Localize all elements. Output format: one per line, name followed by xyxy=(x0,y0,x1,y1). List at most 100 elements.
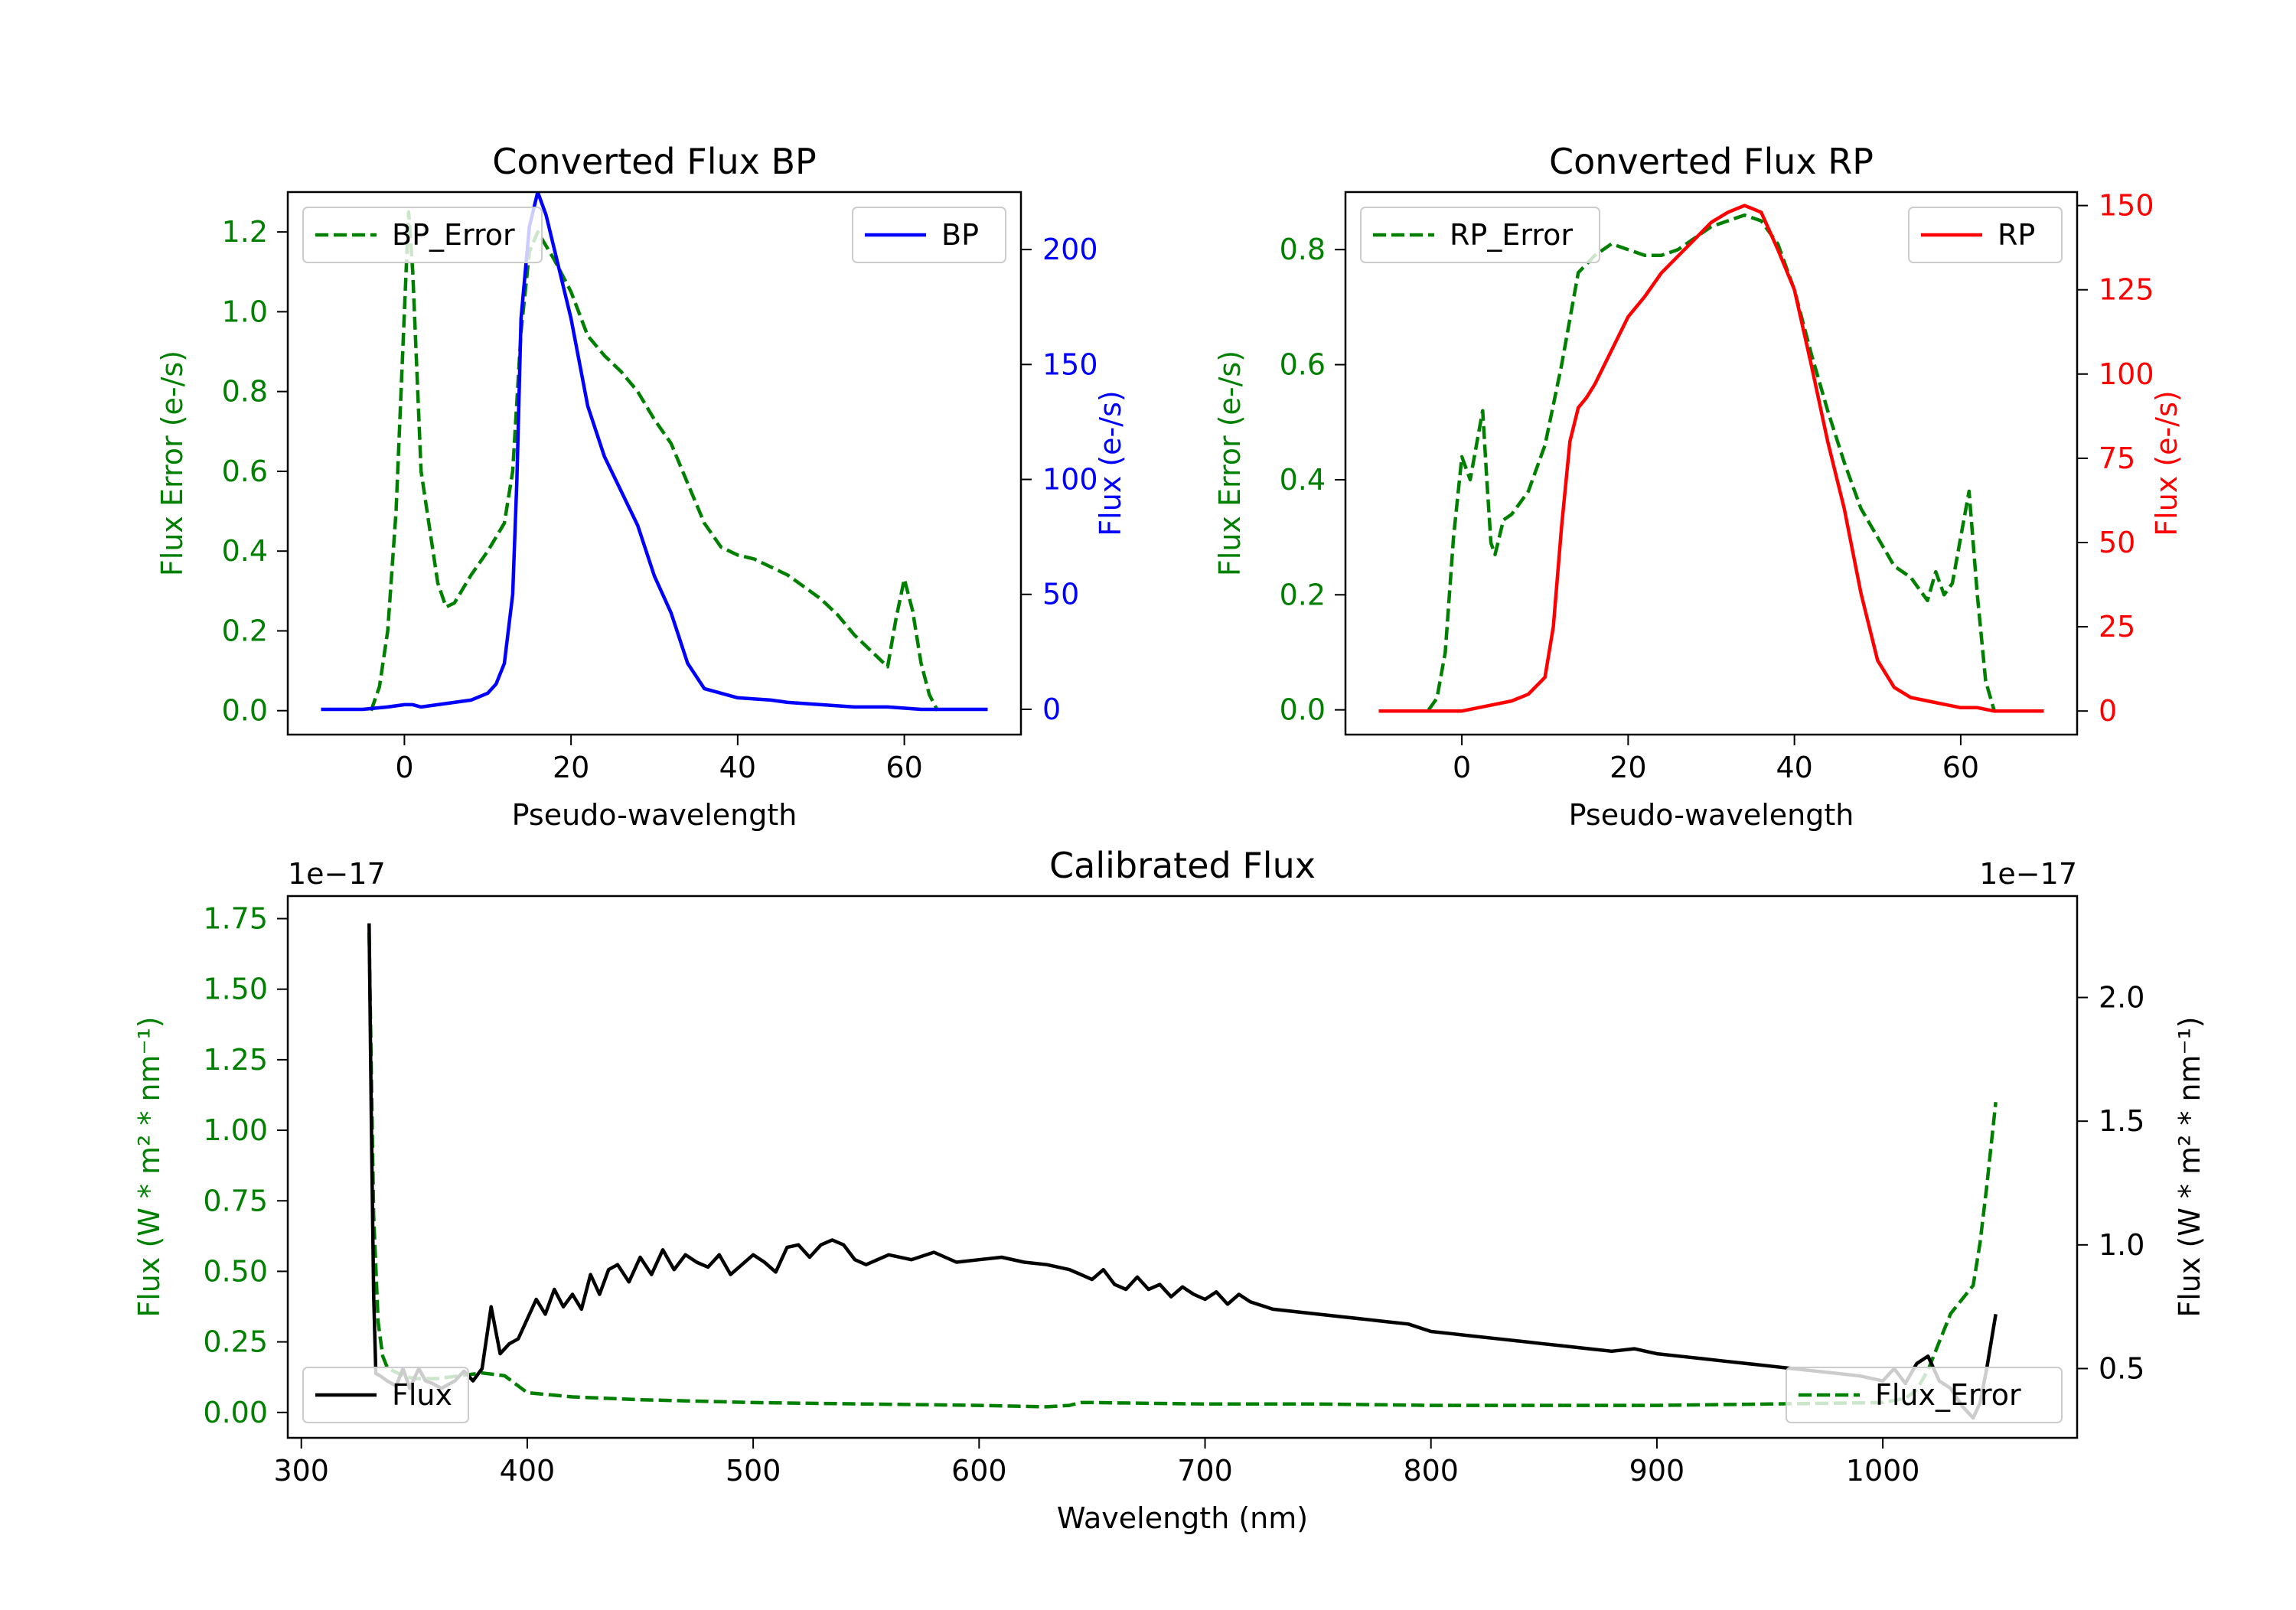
legend-rp: RP xyxy=(1908,207,2063,263)
y-left-axis-label: Flux (W * m² * nm⁻¹) xyxy=(132,1016,166,1317)
x-tick-label: 500 xyxy=(726,1454,781,1488)
legend-flux: Flux xyxy=(302,1367,469,1423)
y-left-tick-label: 0.6 xyxy=(222,455,268,488)
x-tick-label: 40 xyxy=(719,751,756,784)
offset-label-right: 1e−17 xyxy=(1979,857,2077,891)
y-right-tick-label: 125 xyxy=(2099,273,2154,307)
chart-2: 300 400 500 600 700 800 900 1000 0.00 0.25 0.50 0.7… xyxy=(132,845,2206,1535)
legend-label: Flux_Error xyxy=(1875,1378,2021,1412)
chart-title: Converted Flux RP xyxy=(1549,141,1874,182)
y-right-tick-label: 25 xyxy=(2099,610,2135,644)
x-tick-label: 60 xyxy=(885,751,922,784)
y-right-tick-label: 100 xyxy=(2099,357,2154,391)
x-tick-label: 60 xyxy=(1942,751,1979,784)
y-left-tick-label: 0.75 xyxy=(203,1184,268,1217)
x-tick-label: 1000 xyxy=(1846,1454,1920,1488)
series-group xyxy=(321,192,988,712)
x-axis-label: Pseudo-wavelength xyxy=(1569,798,1854,832)
y-right-tick-label: 1.0 xyxy=(2099,1228,2144,1262)
series-line-bp xyxy=(321,192,988,712)
y-right-tick-label: 0 xyxy=(1042,693,1061,726)
y-left-tick-label: 0.8 xyxy=(222,375,268,409)
legend-bp-error: BP_Error xyxy=(302,207,543,263)
series-group xyxy=(367,923,1998,1420)
chart-title: Converted Flux BP xyxy=(492,141,817,182)
y-right-tick-label: 150 xyxy=(1042,347,1098,381)
legend-rp-error: RP_Error xyxy=(1360,207,1600,263)
y-left-tick-label: 0.25 xyxy=(203,1325,268,1359)
y-right-axis-label: Flux (W * m² * nm⁻¹) xyxy=(2173,1016,2206,1317)
x-tick-label: 40 xyxy=(1776,751,1812,784)
y-right-tick-label: 0.5 xyxy=(2099,1351,2144,1385)
legend-bp: BP xyxy=(852,207,1006,263)
legend-label: BP_Error xyxy=(392,218,515,252)
y-left-tick-label: 0.8 xyxy=(1280,233,1326,266)
y-left-tick-label: 0.2 xyxy=(1280,578,1326,611)
y-right-axis-label: Flux (e-/s) xyxy=(1094,390,1127,536)
series-group xyxy=(1378,204,2044,713)
plot-frame xyxy=(286,191,1022,736)
legend-box xyxy=(1908,207,2063,263)
x-tick-label: 0 xyxy=(1453,751,1471,784)
y-left-tick-label: 1.2 xyxy=(222,215,268,249)
y-left-axis-label: Flux Error (e-/s) xyxy=(155,350,189,576)
plot-frame xyxy=(286,895,2079,1439)
x-tick-label: 0 xyxy=(395,751,413,784)
y-right-tick-label: 150 xyxy=(2099,189,2154,223)
x-tick-label: 20 xyxy=(553,751,589,784)
chart-1: 0 20 40 60 0.0 0.2 0.4 0.6 0.8 0 25 50 75 100 125 150 Co… xyxy=(1213,141,2183,832)
y-left-tick-label: 0.00 xyxy=(203,1396,268,1429)
legend-flux-error: Flux_Error xyxy=(1786,1367,2063,1423)
x-axis-label: Wavelength (nm) xyxy=(1057,1501,1308,1535)
y-right-tick-label: 50 xyxy=(2099,526,2135,559)
y-left-axis-label: Flux Error (e-/s) xyxy=(1213,350,1247,576)
legend-box xyxy=(1360,207,1600,263)
y-left-tick-label: 0.6 xyxy=(1280,348,1326,382)
y-left-tick-label: 0.50 xyxy=(203,1254,268,1288)
plot-frame xyxy=(1344,191,2079,736)
y-left-tick-label: 0.0 xyxy=(222,694,268,728)
y-right-tick-label: 1.5 xyxy=(2099,1104,2144,1138)
legend-label: BP xyxy=(941,218,979,252)
legend-label: RP xyxy=(1998,218,2035,252)
x-tick-label: 600 xyxy=(951,1454,1007,1488)
y-right-axis-label: Flux (e-/s) xyxy=(2150,390,2183,536)
y-right-tick-label: 200 xyxy=(1042,233,1098,266)
series-line-rp-error xyxy=(1427,213,1996,712)
legend-box xyxy=(302,207,543,263)
series-line-bp-error xyxy=(369,210,940,712)
y-left-tick-label: 1.25 xyxy=(203,1043,268,1077)
x-tick-label: 400 xyxy=(500,1454,556,1488)
legend-box xyxy=(852,207,1006,263)
y-left-tick-label: 0.4 xyxy=(1280,463,1326,497)
legend-box xyxy=(1786,1367,2063,1423)
series-line-flux xyxy=(367,923,1998,1420)
series-line-flux-error xyxy=(367,932,1998,1409)
y-left-tick-label: 1.50 xyxy=(203,973,268,1006)
x-axis-label: Pseudo-wavelength xyxy=(512,798,797,832)
y-right-tick-label: 2.0 xyxy=(2099,981,2144,1015)
x-tick-label: 700 xyxy=(1177,1454,1233,1488)
chart-0: 0 20 40 60 0.0 0.2 0.4 0.6 0.8 1.0 1.2 0 50 100 150 200… xyxy=(155,141,1127,832)
x-tick-label: 900 xyxy=(1629,1454,1685,1488)
y-right-tick-label: 0 xyxy=(2099,694,2117,728)
y-left-tick-label: 0.4 xyxy=(222,534,268,568)
offset-label-left: 1e−17 xyxy=(288,857,386,891)
legend-box xyxy=(302,1367,469,1423)
y-left-tick-label: 1.75 xyxy=(203,902,268,936)
legend-label: RP_Error xyxy=(1450,218,1573,252)
y-left-tick-label: 1.0 xyxy=(222,295,268,328)
x-tick-label: 20 xyxy=(1609,751,1646,784)
y-left-tick-label: 1.00 xyxy=(203,1113,268,1147)
y-right-tick-label: 50 xyxy=(1042,578,1079,611)
y-right-tick-label: 75 xyxy=(2099,442,2135,475)
chart-title: Calibrated Flux xyxy=(1049,845,1316,886)
y-right-tick-label: 100 xyxy=(1042,463,1098,497)
x-tick-label: 800 xyxy=(1403,1454,1459,1488)
y-left-tick-label: 0.2 xyxy=(222,614,268,647)
series-line-rp xyxy=(1378,204,2044,713)
legend-label: Flux xyxy=(392,1378,452,1412)
x-tick-label: 300 xyxy=(273,1454,329,1488)
